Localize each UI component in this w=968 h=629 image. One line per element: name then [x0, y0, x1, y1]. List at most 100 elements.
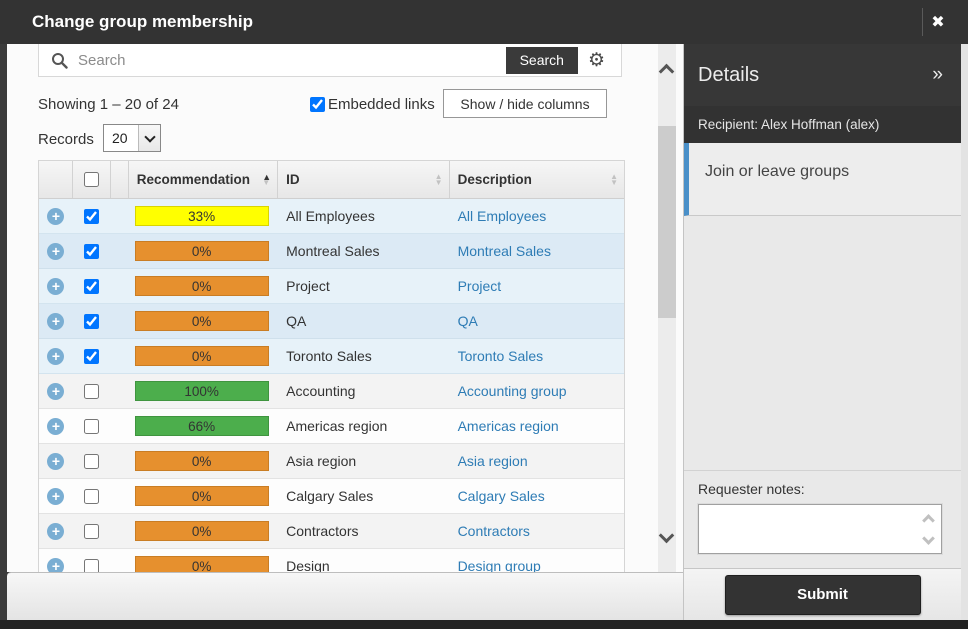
embedded-links-control: Embedded links	[310, 96, 435, 113]
table-row[interactable]: + 0% Toronto Sales Toronto Sales	[39, 339, 624, 374]
titlebar-divider	[922, 8, 923, 36]
description-link[interactable]: Toronto Sales	[457, 348, 544, 364]
description-link[interactable]: All Employees	[457, 208, 547, 224]
description-link[interactable]: QA	[457, 313, 478, 329]
id-cell: All Employees	[286, 208, 375, 224]
expand-column-header	[39, 161, 73, 198]
table-row[interactable]: + 0% Montreal Sales Montreal Sales	[39, 234, 624, 269]
row-checkbox[interactable]	[84, 348, 100, 364]
submit-button[interactable]: Submit	[724, 574, 921, 615]
row-checkbox[interactable]	[84, 208, 100, 224]
row-checkbox[interactable]	[84, 243, 100, 259]
recommendation-bar: 0%	[134, 346, 269, 366]
table-row[interactable]: + 0% Asia region Asia region	[39, 444, 624, 479]
requester-notes-section: Requester notes:	[684, 470, 961, 568]
panel-spacer	[684, 216, 961, 470]
id-cell: Project	[286, 278, 330, 294]
table-row[interactable]: + 100% Accounting Accounting group	[39, 374, 624, 409]
embedded-links-checkbox[interactable]	[310, 97, 325, 112]
dialog-footer-left	[7, 572, 683, 620]
table-row[interactable]: + 0% Design Design group	[39, 549, 624, 572]
scroll-down-icon[interactable]	[658, 527, 675, 544]
select-all-checkbox[interactable]	[83, 172, 99, 187]
search-input[interactable]	[78, 51, 506, 69]
column-header-description[interactable]: Description ▲ ▼	[457, 171, 618, 187]
row-checkbox[interactable]	[84, 313, 100, 329]
description-link[interactable]: Montreal Sales	[457, 243, 551, 259]
description-link[interactable]: Asia region	[457, 453, 528, 469]
table-row[interactable]: + 0% Project Project	[39, 269, 624, 304]
sort-icon: ▲ ▼	[610, 171, 618, 187]
table-row[interactable]: + 33% All Employees All Employees	[39, 199, 624, 234]
description-link[interactable]: Americas region	[457, 418, 559, 434]
add-row-icon[interactable]: +	[47, 487, 65, 505]
table-row[interactable]: + 66% Americas region Americas region	[39, 409, 624, 444]
add-row-icon[interactable]: +	[47, 417, 65, 435]
table-row[interactable]: + 0% QA QA	[39, 304, 624, 339]
dialog-titlebar: Change group membership ✖	[0, 0, 968, 44]
show-hide-columns-button[interactable]: Show / hide columns	[443, 89, 607, 118]
add-row-icon[interactable]: +	[47, 557, 65, 572]
add-row-icon[interactable]: +	[47, 312, 65, 330]
requester-notes-label: Requester notes:	[698, 481, 805, 497]
row-checkbox[interactable]	[84, 383, 100, 399]
id-cell: Contractors	[286, 523, 359, 539]
scroll-up-icon[interactable]	[658, 63, 675, 80]
recommendation-bar: 0%	[134, 276, 269, 296]
row-checkbox[interactable]	[84, 278, 100, 294]
description-link[interactable]: Contractors	[457, 523, 530, 539]
description-link[interactable]: Calgary Sales	[457, 488, 545, 504]
description-link[interactable]: Design group	[457, 558, 541, 572]
vertical-scrollbar[interactable]	[658, 44, 676, 572]
description-link[interactable]: Project	[457, 278, 502, 294]
table-body: + 33% All Employees All Employees + 0% M…	[39, 199, 624, 572]
column-header-recommendation[interactable]: Recommendation ▲ ▼	[129, 161, 279, 198]
row-checkbox[interactable]	[84, 453, 100, 469]
recipient-bar: Recipient: Alex Hoffman (alex)	[684, 106, 961, 143]
recommendation-bar: 0%	[134, 451, 269, 471]
background-right-strip	[961, 44, 968, 620]
dialog-title: Change group membership	[32, 12, 254, 31]
recommendation-bar: 100%	[134, 381, 269, 401]
description-link[interactable]: Accounting group	[457, 383, 567, 399]
add-row-icon[interactable]: +	[47, 242, 65, 260]
id-cell: Toronto Sales	[286, 348, 372, 364]
recommendation-bar: 0%	[134, 521, 269, 541]
details-header: Details »	[684, 44, 961, 106]
collapse-panel-icon[interactable]: »	[932, 64, 943, 85]
add-row-icon[interactable]: +	[47, 452, 65, 470]
details-panel: Details » Recipient: Alex Hoffman (alex)…	[683, 44, 961, 620]
table-row[interactable]: + 0% Contractors Contractors	[39, 514, 624, 549]
recommendation-bar: 33%	[134, 206, 269, 226]
records-per-page-select[interactable]: 20	[103, 124, 161, 152]
gear-icon[interactable]: ⚙	[587, 49, 605, 71]
recommendation-bar: 0%	[134, 556, 269, 572]
close-icon[interactable]: ✖	[931, 14, 945, 31]
scrollbar-thumb[interactable]	[658, 126, 676, 318]
add-row-icon[interactable]: +	[47, 347, 65, 365]
row-checkbox[interactable]	[84, 488, 100, 504]
sort-asc-icon: ▲ ▼	[262, 171, 272, 187]
select-all-header	[73, 161, 111, 198]
add-row-icon[interactable]: +	[47, 382, 65, 400]
table-row[interactable]: + 0% Calgary Sales Calgary Sales	[39, 479, 624, 514]
embedded-links-label: Embedded links	[328, 96, 435, 113]
sort-icon: ▲ ▼	[434, 171, 443, 187]
add-row-icon[interactable]: +	[47, 277, 65, 295]
records-select-value: 20	[112, 130, 128, 146]
chevron-down-icon	[143, 130, 156, 143]
action-description: Join or leave groups	[684, 143, 961, 216]
row-checkbox[interactable]	[84, 418, 100, 434]
requester-notes-input[interactable]	[698, 504, 942, 554]
search-button[interactable]: Search	[505, 46, 578, 74]
row-checkbox[interactable]	[84, 558, 100, 572]
column-header-id[interactable]: ID ▲ ▼	[278, 161, 450, 198]
id-cell: Calgary Sales	[286, 488, 374, 504]
recommendation-bar: 0%	[134, 486, 269, 506]
table-header-row: Recommendation ▲ ▼ ID ▲ ▼ Description ▲ ▼	[39, 161, 624, 199]
search-icon	[52, 52, 68, 69]
add-row-icon[interactable]: +	[47, 207, 65, 225]
add-row-icon[interactable]: +	[47, 522, 65, 540]
id-cell: Accounting	[286, 383, 356, 399]
row-checkbox[interactable]	[84, 523, 100, 539]
